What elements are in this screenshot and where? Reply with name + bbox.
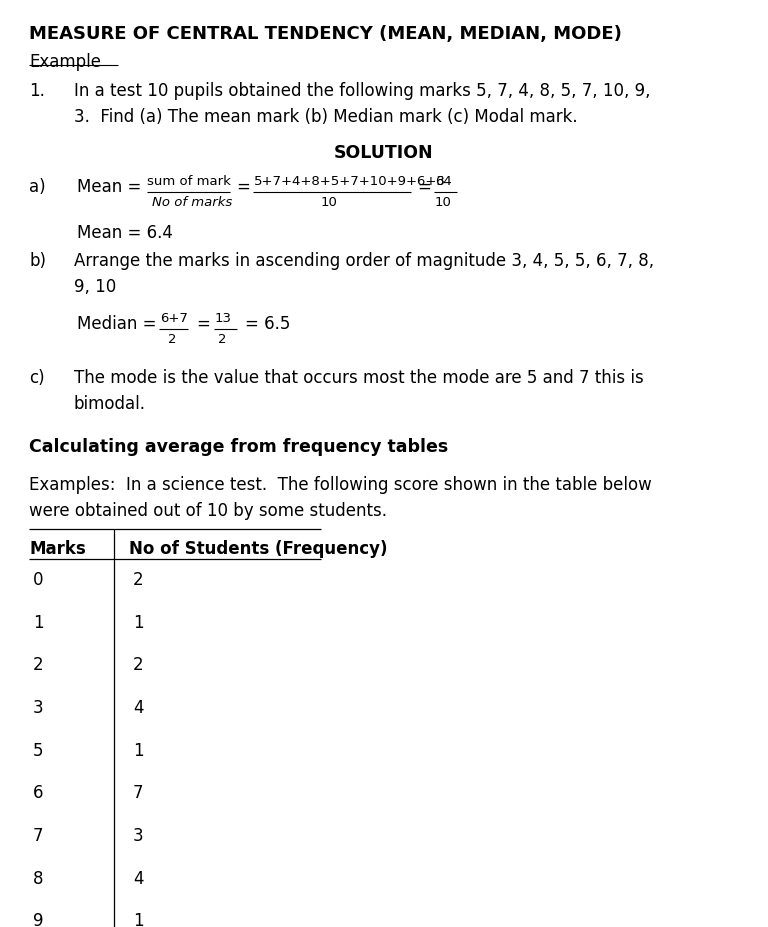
Text: Calculating average from frequency tables: Calculating average from frequency table… [29, 438, 449, 456]
Text: 2: 2 [133, 656, 144, 674]
Text: 1: 1 [133, 614, 144, 631]
Text: b): b) [29, 252, 46, 270]
Text: 9, 10: 9, 10 [74, 278, 116, 296]
Text: Median =: Median = [77, 315, 157, 333]
Text: No of marks: No of marks [152, 196, 232, 209]
Text: 10: 10 [321, 196, 338, 209]
Text: bimodal.: bimodal. [74, 395, 146, 413]
Text: 13: 13 [215, 312, 232, 325]
Text: 5: 5 [33, 742, 44, 759]
Text: 1: 1 [33, 614, 44, 631]
Text: 0: 0 [33, 571, 44, 589]
Text: 2: 2 [168, 333, 177, 346]
Text: =: = [237, 178, 250, 196]
Text: 64: 64 [435, 175, 452, 188]
Text: were obtained out of 10 by some students.: were obtained out of 10 by some students… [29, 502, 387, 519]
Text: 3: 3 [133, 827, 144, 844]
Text: Marks: Marks [29, 540, 86, 558]
Text: Mean = 6.4: Mean = 6.4 [77, 224, 173, 242]
Text: 4: 4 [133, 699, 144, 717]
Text: c): c) [29, 369, 45, 387]
Text: No of Students (Frequency): No of Students (Frequency) [129, 540, 388, 558]
Text: 6: 6 [33, 784, 44, 802]
Text: 1: 1 [133, 912, 144, 927]
Text: 1: 1 [133, 742, 144, 759]
Text: Arrange the marks in ascending order of magnitude 3, 4, 5, 5, 6, 7, 8,: Arrange the marks in ascending order of … [74, 252, 654, 270]
Text: Examples:  In a science test.  The following score shown in the table below: Examples: In a science test. The followi… [29, 476, 652, 493]
Text: The mode is the value that occurs most the mode are 5 and 7 this is: The mode is the value that occurs most t… [74, 369, 644, 387]
Text: =: = [417, 178, 431, 196]
Text: 3: 3 [33, 699, 44, 717]
Text: 8: 8 [33, 870, 44, 887]
Text: 2: 2 [133, 571, 144, 589]
Text: 3.  Find (a) The mean mark (b) Median mark (c) Modal mark.: 3. Find (a) The mean mark (b) Median mar… [74, 108, 578, 125]
Text: 7: 7 [33, 827, 44, 844]
Text: 1.: 1. [29, 82, 45, 99]
Text: = 6.5: = 6.5 [245, 315, 290, 333]
Text: 6+7: 6+7 [161, 312, 188, 325]
Text: 10: 10 [435, 196, 452, 209]
Text: 5+7+4+8+5+7+10+9+6+3: 5+7+4+8+5+7+10+9+6+3 [253, 175, 445, 188]
Text: =: = [196, 315, 210, 333]
Text: 2: 2 [218, 333, 227, 346]
Text: MEASURE OF CENTRAL TENDENCY (MEAN, MEDIAN, MODE): MEASURE OF CENTRAL TENDENCY (MEAN, MEDIA… [29, 25, 622, 43]
Text: 2: 2 [33, 656, 44, 674]
Text: SOLUTION: SOLUTION [334, 144, 434, 161]
Text: 7: 7 [133, 784, 144, 802]
Text: sum of mark: sum of mark [147, 175, 231, 188]
Text: Example: Example [29, 53, 101, 70]
Text: Mean =: Mean = [77, 178, 141, 196]
Text: 9: 9 [33, 912, 44, 927]
Text: In a test 10 pupils obtained the following marks 5, 7, 4, 8, 5, 7, 10, 9,: In a test 10 pupils obtained the followi… [74, 82, 650, 99]
Text: 4: 4 [133, 870, 144, 887]
Text: a): a) [29, 178, 46, 196]
